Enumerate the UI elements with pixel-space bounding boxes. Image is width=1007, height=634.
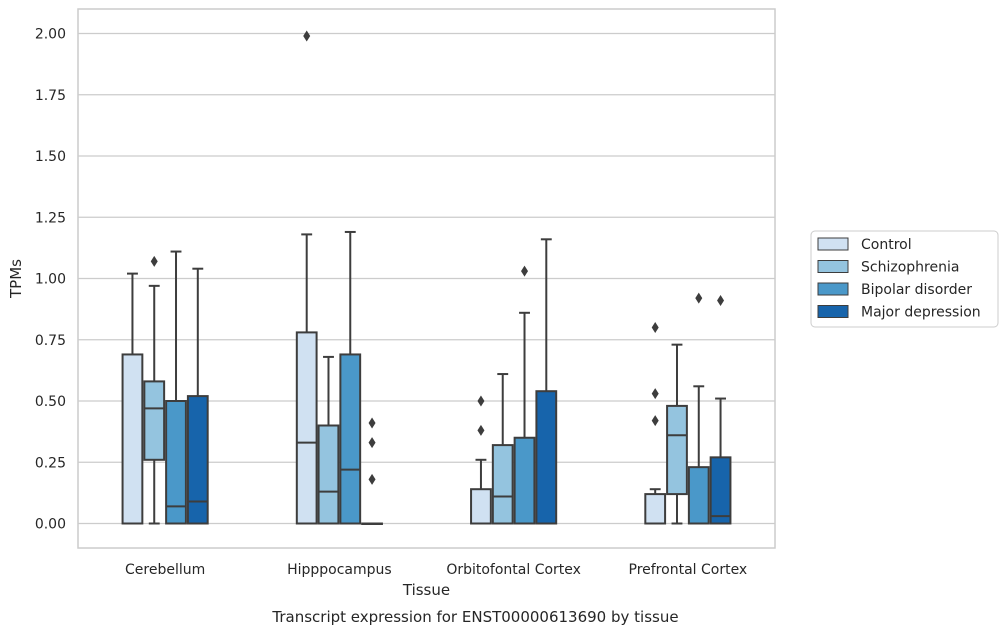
box-bipolar-disorder bbox=[687, 292, 710, 525]
box-control bbox=[644, 322, 667, 525]
x-tick-label: Hipppocampus bbox=[287, 562, 392, 578]
outlier-point bbox=[717, 295, 725, 307]
box-schizophrenia bbox=[143, 255, 166, 525]
legend-swatch bbox=[817, 282, 849, 296]
box-body bbox=[339, 353, 362, 525]
outlier-point bbox=[651, 322, 659, 333]
box-control bbox=[121, 272, 144, 525]
outlier-point bbox=[368, 473, 376, 485]
box-body bbox=[491, 444, 514, 525]
y-tick-label: 0.25 bbox=[35, 455, 66, 471]
outlier-point bbox=[521, 265, 529, 277]
outlier-point bbox=[368, 417, 376, 429]
box-body bbox=[186, 395, 209, 525]
legend-swatch bbox=[817, 305, 849, 318]
outlier-point bbox=[150, 255, 158, 267]
x-tick-label: Prefrontal Cortex bbox=[629, 562, 748, 578]
box-body bbox=[317, 424, 340, 525]
box-control bbox=[295, 30, 318, 525]
legend-box bbox=[810, 230, 999, 328]
box-body bbox=[470, 488, 492, 525]
box-body bbox=[165, 400, 187, 525]
box-control bbox=[470, 395, 492, 525]
figure-caption: Transcript expression for ENST0000061369… bbox=[271, 608, 678, 626]
legend-label: Bipolar disorder bbox=[861, 282, 972, 298]
x-axis-label: Tissue bbox=[402, 581, 450, 599]
box-bipolar-disorder bbox=[165, 250, 187, 525]
legend-label: Schizophrenia bbox=[861, 260, 959, 276]
legend-label: Control bbox=[861, 237, 912, 253]
box-body bbox=[513, 436, 536, 525]
box-body bbox=[666, 404, 688, 496]
legend-swatch bbox=[817, 237, 849, 251]
x-tick-label: Cerebellum bbox=[125, 562, 205, 578]
y-tick-label: 0.50 bbox=[35, 394, 66, 410]
box-schizophrenia bbox=[317, 355, 340, 525]
legend-label: Major depression bbox=[861, 305, 981, 321]
y-ticks: 0.00 0.25 0.50 0.75 1.00 1.25 1.50 1.75 2.00 bbox=[35, 27, 66, 533]
outlier-point bbox=[303, 30, 311, 42]
outlier-point bbox=[695, 292, 703, 304]
legend-swatch bbox=[817, 260, 849, 273]
box-body bbox=[535, 390, 558, 525]
y-tick-label: 2.00 bbox=[35, 27, 66, 43]
box-major-depression bbox=[186, 267, 209, 525]
y-tick-label: 1.50 bbox=[35, 149, 66, 165]
box-body bbox=[121, 353, 144, 525]
outlier-point bbox=[477, 395, 485, 407]
y-axis-label: TPMs bbox=[7, 259, 25, 299]
box-body bbox=[687, 466, 710, 525]
y-tick-label: 1.25 bbox=[35, 210, 66, 226]
box-body bbox=[143, 380, 166, 461]
box-bipolar-disorder bbox=[339, 230, 362, 525]
outlier-point bbox=[477, 424, 485, 436]
box-body bbox=[644, 493, 667, 525]
plot-frame bbox=[77, 8, 776, 549]
box-body bbox=[295, 331, 318, 525]
outlier-point bbox=[651, 388, 659, 400]
outlier-point bbox=[368, 437, 376, 449]
y-tick-label: 1.00 bbox=[35, 272, 66, 288]
x-tick-label: Orbitofontal Cortex bbox=[446, 562, 581, 578]
box-schizophrenia bbox=[491, 373, 514, 525]
box-major-depression bbox=[709, 295, 732, 525]
legend: Control Schizophrenia Bipolar disorder Majo… bbox=[810, 230, 999, 328]
x-ticks: Cerebellum Hipppocampus Orbitofontal Corte… bbox=[125, 562, 747, 578]
box-major-depression bbox=[361, 417, 383, 525]
y-tick-label: 0.75 bbox=[35, 333, 66, 349]
outlier-point bbox=[651, 415, 659, 427]
box-bipolar-disorder bbox=[513, 265, 536, 525]
box-schizophrenia bbox=[666, 343, 688, 525]
box-major-depression bbox=[535, 238, 558, 525]
box-groups bbox=[121, 30, 732, 525]
box-body bbox=[709, 456, 732, 525]
y-tick-label: 0.00 bbox=[35, 517, 66, 533]
y-tick-label: 1.75 bbox=[35, 88, 66, 104]
